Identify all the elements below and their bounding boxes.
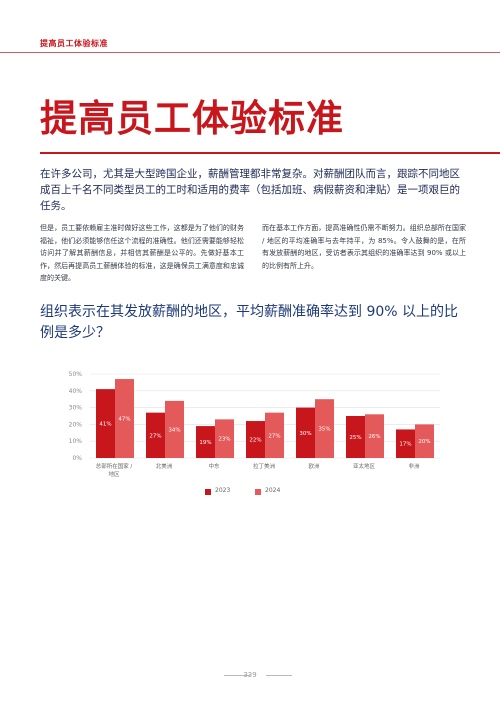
legend: 2023 2024 <box>0 485 500 499</box>
x-tick-label: 非洲 <box>408 462 420 470</box>
x-tick-label: 亚太地区 <box>353 462 376 470</box>
page-number-rule-left <box>224 675 250 676</box>
bar-2024 <box>165 400 184 458</box>
header-rule <box>0 52 500 53</box>
data-label: 17% <box>399 442 411 448</box>
x-tick-label: 地区 <box>108 470 120 478</box>
data-label: 35% <box>318 427 330 433</box>
x-tick-label: 中东 <box>208 462 220 470</box>
running-head: 提高员工体验标准 <box>40 39 108 48</box>
bar-chart: 50% 40% 30% 20% 10% 0% 41% 47% 总部所在国家 /地区 27% 34% 北… <box>69 371 440 478</box>
legend-label-2023: 2023 <box>215 487 231 494</box>
y-tick-label: 10% <box>69 438 83 445</box>
y-tick-label: 40% <box>69 388 83 395</box>
y-tick-label: 30% <box>69 405 83 412</box>
body-column-right: 而在基本工作方面，提高准确性仍需不断努力。组织总部所在国家 / 地区的平均准确率… <box>262 224 466 270</box>
lead-paragraph: 在许多公司，尤其是大型跨国企业，薪酬管理都非常复杂。对薪酬团队而言，跟踪不同地区… <box>40 168 460 212</box>
data-label: 30% <box>299 431 311 437</box>
bar-2023 <box>346 416 365 458</box>
page-number-rule-right <box>266 675 292 676</box>
data-label: 34% <box>168 427 180 433</box>
data-label: 27% <box>268 433 280 439</box>
data-label: 47% <box>118 417 130 423</box>
y-tick-label: 20% <box>69 421 83 428</box>
data-label: 26% <box>368 434 380 440</box>
chart-question: 组织表示在其发放薪酬的地区，平均薪酬准确率达到 90% 以上的比例是多少？ <box>40 304 459 341</box>
page-number: 339 <box>243 671 257 679</box>
bar-2023 <box>396 429 415 458</box>
bar-2024 <box>315 399 334 458</box>
bar-2023 <box>296 407 315 458</box>
bar-2024 <box>115 379 134 458</box>
x-tick-label: 欧洲 <box>308 462 320 470</box>
bar-2023 <box>146 412 165 458</box>
data-label: 25% <box>349 435 361 441</box>
y-tick-label: 50% <box>69 371 83 378</box>
x-tick-label: 北美洲 <box>156 462 173 470</box>
x-tick-label: 拉丁美洲 <box>253 462 276 470</box>
bar-2023 <box>246 421 265 458</box>
title-rule <box>40 152 500 154</box>
data-label: 22% <box>249 438 261 444</box>
legend-swatch-2023 <box>205 489 211 495</box>
x-tick-label: 总部所在国家 / <box>96 462 133 470</box>
bar-2023 <box>196 426 215 458</box>
data-label: 20% <box>418 439 430 445</box>
data-label: 23% <box>218 437 230 443</box>
bar-2024 <box>365 414 384 458</box>
body-column-left: 但是，员工要依赖雇主准时做好这些工作，这都是为了他们的财务福祉，他们必须能够信任… <box>40 224 244 282</box>
legend-label-2024: 2024 <box>265 487 281 494</box>
data-label: 27% <box>149 433 161 439</box>
bar-2024 <box>215 419 234 458</box>
data-label: 19% <box>199 440 211 446</box>
y-tick-label: 0% <box>72 455 82 462</box>
legend-swatch-2024 <box>255 489 261 495</box>
bar-2023 <box>96 389 115 458</box>
page-title: 提高员工体验标准 <box>40 97 344 140</box>
bar-2024 <box>265 412 284 458</box>
bar-2024 <box>415 424 434 458</box>
data-label: 41% <box>99 422 111 428</box>
